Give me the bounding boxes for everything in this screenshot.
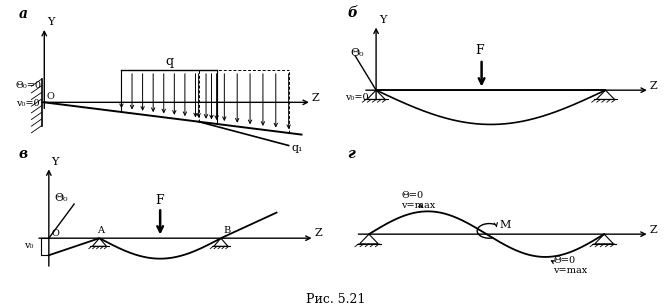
Text: в: в [19, 147, 28, 161]
Text: O: O [52, 229, 59, 239]
Text: Z: Z [650, 81, 658, 91]
Text: O: O [47, 92, 55, 101]
Text: Y: Y [378, 15, 386, 25]
Text: F: F [155, 194, 164, 207]
Text: v₀=0: v₀=0 [345, 92, 368, 102]
Text: Y: Y [52, 157, 59, 167]
Text: Z: Z [315, 228, 322, 239]
Text: B: B [223, 226, 231, 235]
Text: а: а [19, 7, 28, 21]
Text: q₁: q₁ [291, 143, 303, 153]
Text: v₀=0: v₀=0 [16, 99, 40, 108]
Text: v=max: v=max [554, 266, 588, 275]
Text: Рис. 5.21: Рис. 5.21 [306, 293, 365, 305]
Text: Θ₀: Θ₀ [54, 193, 67, 203]
Text: Y: Y [47, 17, 54, 27]
Text: A: A [97, 226, 104, 235]
Text: Z: Z [650, 224, 657, 235]
Text: v=max: v=max [401, 201, 435, 210]
Text: F: F [475, 44, 484, 57]
Text: q: q [165, 55, 173, 68]
Text: M: M [500, 220, 511, 230]
Text: Θ₀: Θ₀ [350, 48, 364, 58]
Text: г: г [348, 147, 356, 161]
Text: Θ=0: Θ=0 [401, 191, 423, 200]
Text: v₀: v₀ [23, 242, 33, 250]
Text: Θ=0: Θ=0 [554, 257, 576, 265]
Text: Z: Z [312, 92, 319, 102]
Text: б: б [348, 6, 358, 20]
Text: Θ₀=0: Θ₀=0 [16, 81, 42, 90]
